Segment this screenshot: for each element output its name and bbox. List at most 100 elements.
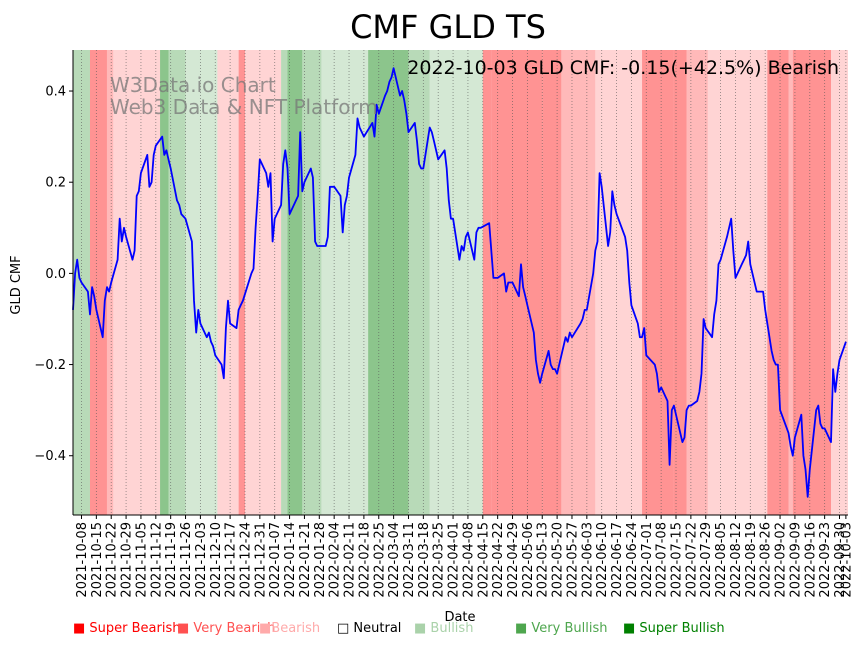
x-tick-label: 2021-12-10: [209, 522, 224, 598]
x-tick-label: 2022-04-01: [447, 522, 462, 598]
x-tick-label: 2022-02-04: [328, 522, 343, 598]
chart-annotation: 2022-10-03 GLD CMF: -0.15(+42.5%) Bearis…: [407, 57, 839, 79]
x-tick-label: 2022-04-29: [506, 522, 521, 598]
band-bullish: [168, 50, 186, 515]
x-tick-label: 2022-09-09: [788, 522, 803, 598]
x-tick-label: 2021-12-03: [194, 522, 209, 598]
cmf-line-layer: [72, 67, 847, 498]
x-tick-label: 2022-01-21: [298, 522, 313, 598]
watermark-line-1: W3Data.io Chart: [110, 73, 276, 97]
x-tick-label: 2022-05-27: [565, 522, 580, 598]
band-very_bullish: [368, 50, 409, 515]
x-tick-label: 2021-12-31: [253, 522, 268, 598]
band-bearish_light: [113, 50, 161, 515]
y-tick-label: 0.0: [45, 267, 66, 282]
band-very_bearish: [491, 50, 543, 515]
x-tick-label: 2022-08-05: [714, 522, 729, 598]
y-tick-label: −0.4: [34, 449, 66, 464]
cmf-line: [72, 67, 847, 498]
chart-title: CMF GLD TS: [350, 8, 546, 46]
x-tick-label: 2022-04-08: [461, 522, 476, 598]
y-ticks: −0.4 −0.2 0.0 0.2 0.4: [34, 85, 73, 464]
legend-bullish: ■ Bullish: [414, 621, 474, 636]
band-bullish: [302, 50, 322, 515]
x-tick-label: 2022-07-29: [699, 522, 714, 598]
band-bearish: [561, 50, 596, 515]
band-bullish_light: [321, 50, 369, 515]
x-tick-label: 2021-10-08: [75, 522, 90, 598]
band-very_bearish: [767, 50, 789, 515]
x-tick-label: 2022-02-11: [343, 522, 358, 598]
band-bullish: [408, 50, 430, 515]
x-tick-label: 2021-11-12: [149, 522, 164, 598]
x-tick-label: 2022-10-03: [839, 522, 854, 598]
legend-super-bearish: ■ Super Bearish: [73, 621, 181, 636]
x-tick-label: 2022-03-25: [432, 522, 447, 598]
x-tick-label: 2021-11-26: [179, 522, 194, 598]
x-tick-label: 2022-09-02: [774, 522, 789, 598]
band-bullish_light: [429, 50, 483, 515]
legend-very-bearish: ■ Very Bearish: [177, 621, 276, 636]
band-very_bearish: [238, 50, 245, 515]
x-tick-label: 2022-07-01: [640, 522, 655, 598]
x-tick-label: 2022-02-25: [372, 522, 387, 598]
x-axis-label: Date: [444, 610, 475, 625]
band-bearish_light: [217, 50, 239, 515]
legend-super-bullish: ■ Super Bullish: [623, 621, 725, 636]
band-very_bullish: [160, 50, 169, 515]
x-tick-label: 2022-01-14: [283, 522, 298, 598]
x-tick-label: 2022-06-10: [595, 522, 610, 598]
x-tick-label: 2022-06-03: [580, 522, 595, 598]
band-bearish_light: [244, 50, 282, 515]
band-very_bearish: [542, 50, 562, 515]
x-tick-label: 2021-12-24: [238, 522, 253, 598]
signal-bands: [73, 50, 848, 515]
legend: ■ Super Bearish ■ Very Bearish ■Bearish …: [0, 621, 867, 641]
x-tick-label: 2022-07-22: [684, 522, 699, 598]
x-tick-label: 2022-09-16: [803, 522, 818, 598]
x-tick-label: 2022-01-28: [313, 522, 328, 598]
x-tick-label: 2022-05-20: [551, 522, 566, 598]
x-tick-label: 2022-07-08: [655, 522, 670, 598]
legend-very-bullish: ■ Very Bullish: [515, 621, 608, 636]
band-bearish_light: [831, 50, 848, 515]
y-tick-label: 0.2: [45, 176, 66, 191]
watermark-line-2: Web3 Data & NFT Platform: [110, 95, 378, 119]
y-axis-label: GLD CMF: [9, 255, 24, 314]
legend-bearish: ■Bearish: [259, 621, 321, 636]
x-tick-label: 2022-01-07: [268, 522, 283, 598]
band-bearish: [686, 50, 708, 515]
x-ticks: 2021-10-08 2021-10-15 2021-10-22 2021-10-29…: [75, 515, 854, 598]
x-tick-label: 2021-10-15: [90, 522, 105, 598]
band-very_bearish: [673, 50, 687, 515]
band-bullish: [281, 50, 288, 515]
legend-neutral: □ Neutral: [337, 621, 402, 636]
x-tick-label: 2022-09-30: [833, 522, 848, 598]
y-tick-label: 0.4: [45, 85, 66, 100]
x-tick-label: 2022-08-19: [744, 522, 759, 598]
x-tick-label: 2022-04-15: [476, 522, 491, 598]
x-tick-label: 2022-09-23: [818, 522, 833, 598]
x-tick-label: 2021-12-17: [224, 522, 239, 598]
band-very_bearish: [482, 50, 492, 515]
band-bullish_light: [185, 50, 218, 515]
x-tick-label: 2022-03-18: [417, 522, 432, 598]
x-tick-label: 2022-05-13: [536, 522, 551, 598]
y-tick-label: −0.2: [34, 358, 66, 373]
band-bearish: [788, 50, 793, 515]
x-tick-label: 2022-03-11: [402, 522, 417, 598]
x-tick-label: 2022-05-06: [521, 522, 536, 598]
band-very_bearish: [89, 50, 107, 515]
x-tick-label: 2022-07-15: [670, 522, 685, 598]
x-tick-label: 2022-04-22: [491, 522, 506, 598]
band-bearish_light: [595, 50, 643, 515]
x-tick-label: 2022-08-26: [759, 522, 774, 598]
x-tick-label: 2022-02-18: [357, 522, 372, 598]
x-tick-label: 2021-10-29: [120, 522, 135, 598]
x-tick-label: 2022-08-12: [729, 522, 744, 598]
vertical-grid: [81, 50, 847, 515]
x-tick-label: 2022-06-17: [610, 522, 625, 598]
x-tick-label: 2021-11-19: [164, 522, 179, 598]
x-tick-label: 2022-03-04: [387, 522, 402, 598]
